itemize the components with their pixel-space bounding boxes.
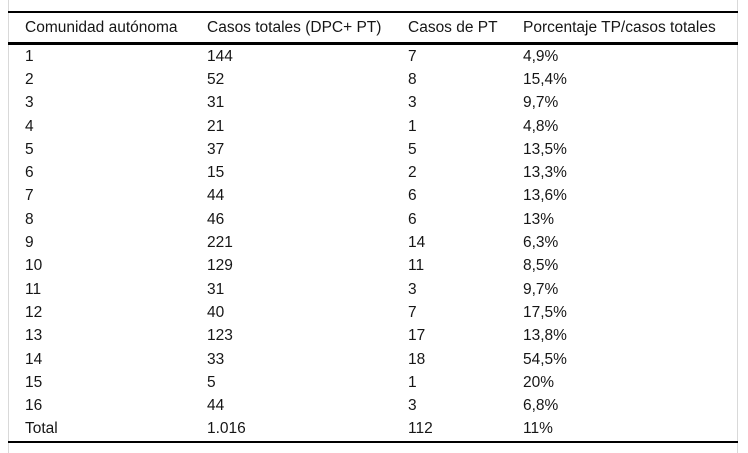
table-cell: 8,5% [523, 257, 559, 275]
table-cell: 6,8% [523, 397, 559, 415]
table-cell: 21 [207, 117, 225, 135]
table-cell: 7 [25, 187, 34, 205]
table-cell: 5 [25, 140, 34, 158]
table-row: 3 31 3 9,7% [8, 92, 738, 115]
table-cell: 11% [523, 420, 553, 438]
table-cell: 54,5% [523, 350, 567, 368]
table-row: 16 44 3 6,8% [8, 394, 738, 417]
table-cell: 1 [25, 47, 34, 65]
table-cell: 16 [25, 397, 43, 415]
table-cell: 37 [207, 140, 225, 158]
table-cell: 31 [207, 94, 225, 112]
table-row: 7 44 6 13,6% [8, 185, 738, 208]
table-cell: 6,3% [523, 234, 559, 252]
table-cell: 9,7% [523, 280, 559, 298]
table-cell: 6 [25, 164, 34, 182]
table-cell: 13% [523, 210, 555, 228]
table-row: 4 21 1 4,8% [8, 115, 738, 138]
table-row: 2 52 8 15,4% [8, 68, 738, 91]
table-cell: 7 [408, 303, 417, 321]
table-cell: 15 [207, 164, 225, 182]
table-row: 12 40 7 17,5% [8, 301, 738, 324]
table-cell: 2 [408, 164, 417, 182]
table-cell: 4 [25, 117, 34, 135]
table-cell: 13 [25, 327, 43, 345]
table-cell: 5 [408, 140, 417, 158]
page-edge-right [737, 0, 738, 453]
table-cell: 15 [25, 373, 43, 391]
table-cell: 10 [25, 257, 43, 275]
table-cell: 13,3% [523, 164, 567, 182]
table-cell: 20% [523, 373, 555, 391]
table-cell: 15,4% [523, 70, 567, 88]
table-cell: 221 [207, 234, 233, 252]
column-header-comunidad-autonoma: Comunidad autónoma [8, 12, 190, 45]
table-cell: 6 [408, 187, 417, 205]
table-body: 1 144 7 4,9% 2 52 8 15,4% 3 31 3 9,7% 4 21 1 4,8% 5 37 5 13… [8, 44, 738, 443]
table-cell: 12 [25, 303, 43, 321]
table-cell: 17 [408, 327, 426, 345]
table-row: 13 123 17 13,8% [8, 325, 738, 348]
table-row: 15 5 1 20% [8, 371, 738, 394]
table-cell: 6 [408, 210, 417, 228]
table-cell: 13,6% [523, 187, 567, 205]
table-row: 5 37 5 13,5% [8, 138, 738, 161]
table-cell: 52 [207, 70, 225, 88]
table-cell: 46 [207, 210, 225, 228]
table-cell: 9,7% [523, 94, 559, 112]
table-row: 6 15 2 13,3% [8, 161, 738, 184]
column-header-casos-de-pt: Casos de PT [391, 12, 506, 45]
table-cell: 1 [408, 373, 417, 391]
table-cell: 40 [207, 303, 225, 321]
table-cell: 112 [408, 420, 433, 438]
column-header-casos-totales: Casos totales (DPC+ PT) [190, 12, 391, 45]
table-cell: 144 [207, 47, 233, 65]
table-row: 9 221 14 6,3% [8, 231, 738, 254]
table-cell: 11 [25, 280, 42, 298]
table-cell: 13,5% [523, 140, 567, 158]
table-cell: 8 [25, 210, 34, 228]
table-cell: Total [25, 420, 58, 438]
data-table: Comunidad autónoma Casos totales (DPC+ P… [8, 11, 738, 444]
table-cell: 5 [207, 373, 216, 391]
table-row: 8 46 6 13% [8, 208, 738, 231]
page-edge-left [8, 0, 9, 453]
table-row: 11 31 3 9,7% [8, 278, 738, 301]
table-cell: 18 [408, 350, 426, 368]
table-row: 10 129 11 8,5% [8, 255, 738, 278]
table-cell: 14 [408, 234, 426, 252]
table-cell: 11 [408, 257, 425, 275]
table-cell: 4,8% [523, 117, 559, 135]
table-cell: 33 [207, 350, 225, 368]
table-cell: 3 [408, 280, 417, 298]
table-cell: 14 [25, 350, 43, 368]
table-cell: 44 [207, 397, 225, 415]
table-cell: 2 [25, 70, 34, 88]
table-cell: 13,8% [523, 327, 567, 345]
table-header-row: Comunidad autónoma Casos totales (DPC+ P… [8, 12, 738, 45]
table-cell: 123 [207, 327, 233, 345]
table-row: Total 1.016 112 11% [8, 418, 738, 442]
column-header-porcentaje: Porcentaje TP/casos totales [506, 12, 738, 45]
table-cell: 3 [408, 94, 417, 112]
table-cell: 1.016 [207, 420, 246, 438]
table-cell: 31 [207, 280, 225, 298]
table-cell: 17,5% [523, 303, 567, 321]
table-cell: 129 [207, 257, 233, 275]
table-cell: 7 [408, 47, 417, 65]
table-cell: 4,9% [523, 47, 559, 65]
table-cell: 3 [25, 94, 34, 112]
table-cell: 3 [408, 397, 417, 415]
table-cell: 1 [408, 117, 417, 135]
table-cell: 8 [408, 70, 417, 88]
table-cell: 44 [207, 187, 225, 205]
table-row: 14 33 18 54,5% [8, 348, 738, 371]
table-row: 1 144 7 4,9% [8, 44, 738, 69]
table-cell: 9 [25, 234, 34, 252]
